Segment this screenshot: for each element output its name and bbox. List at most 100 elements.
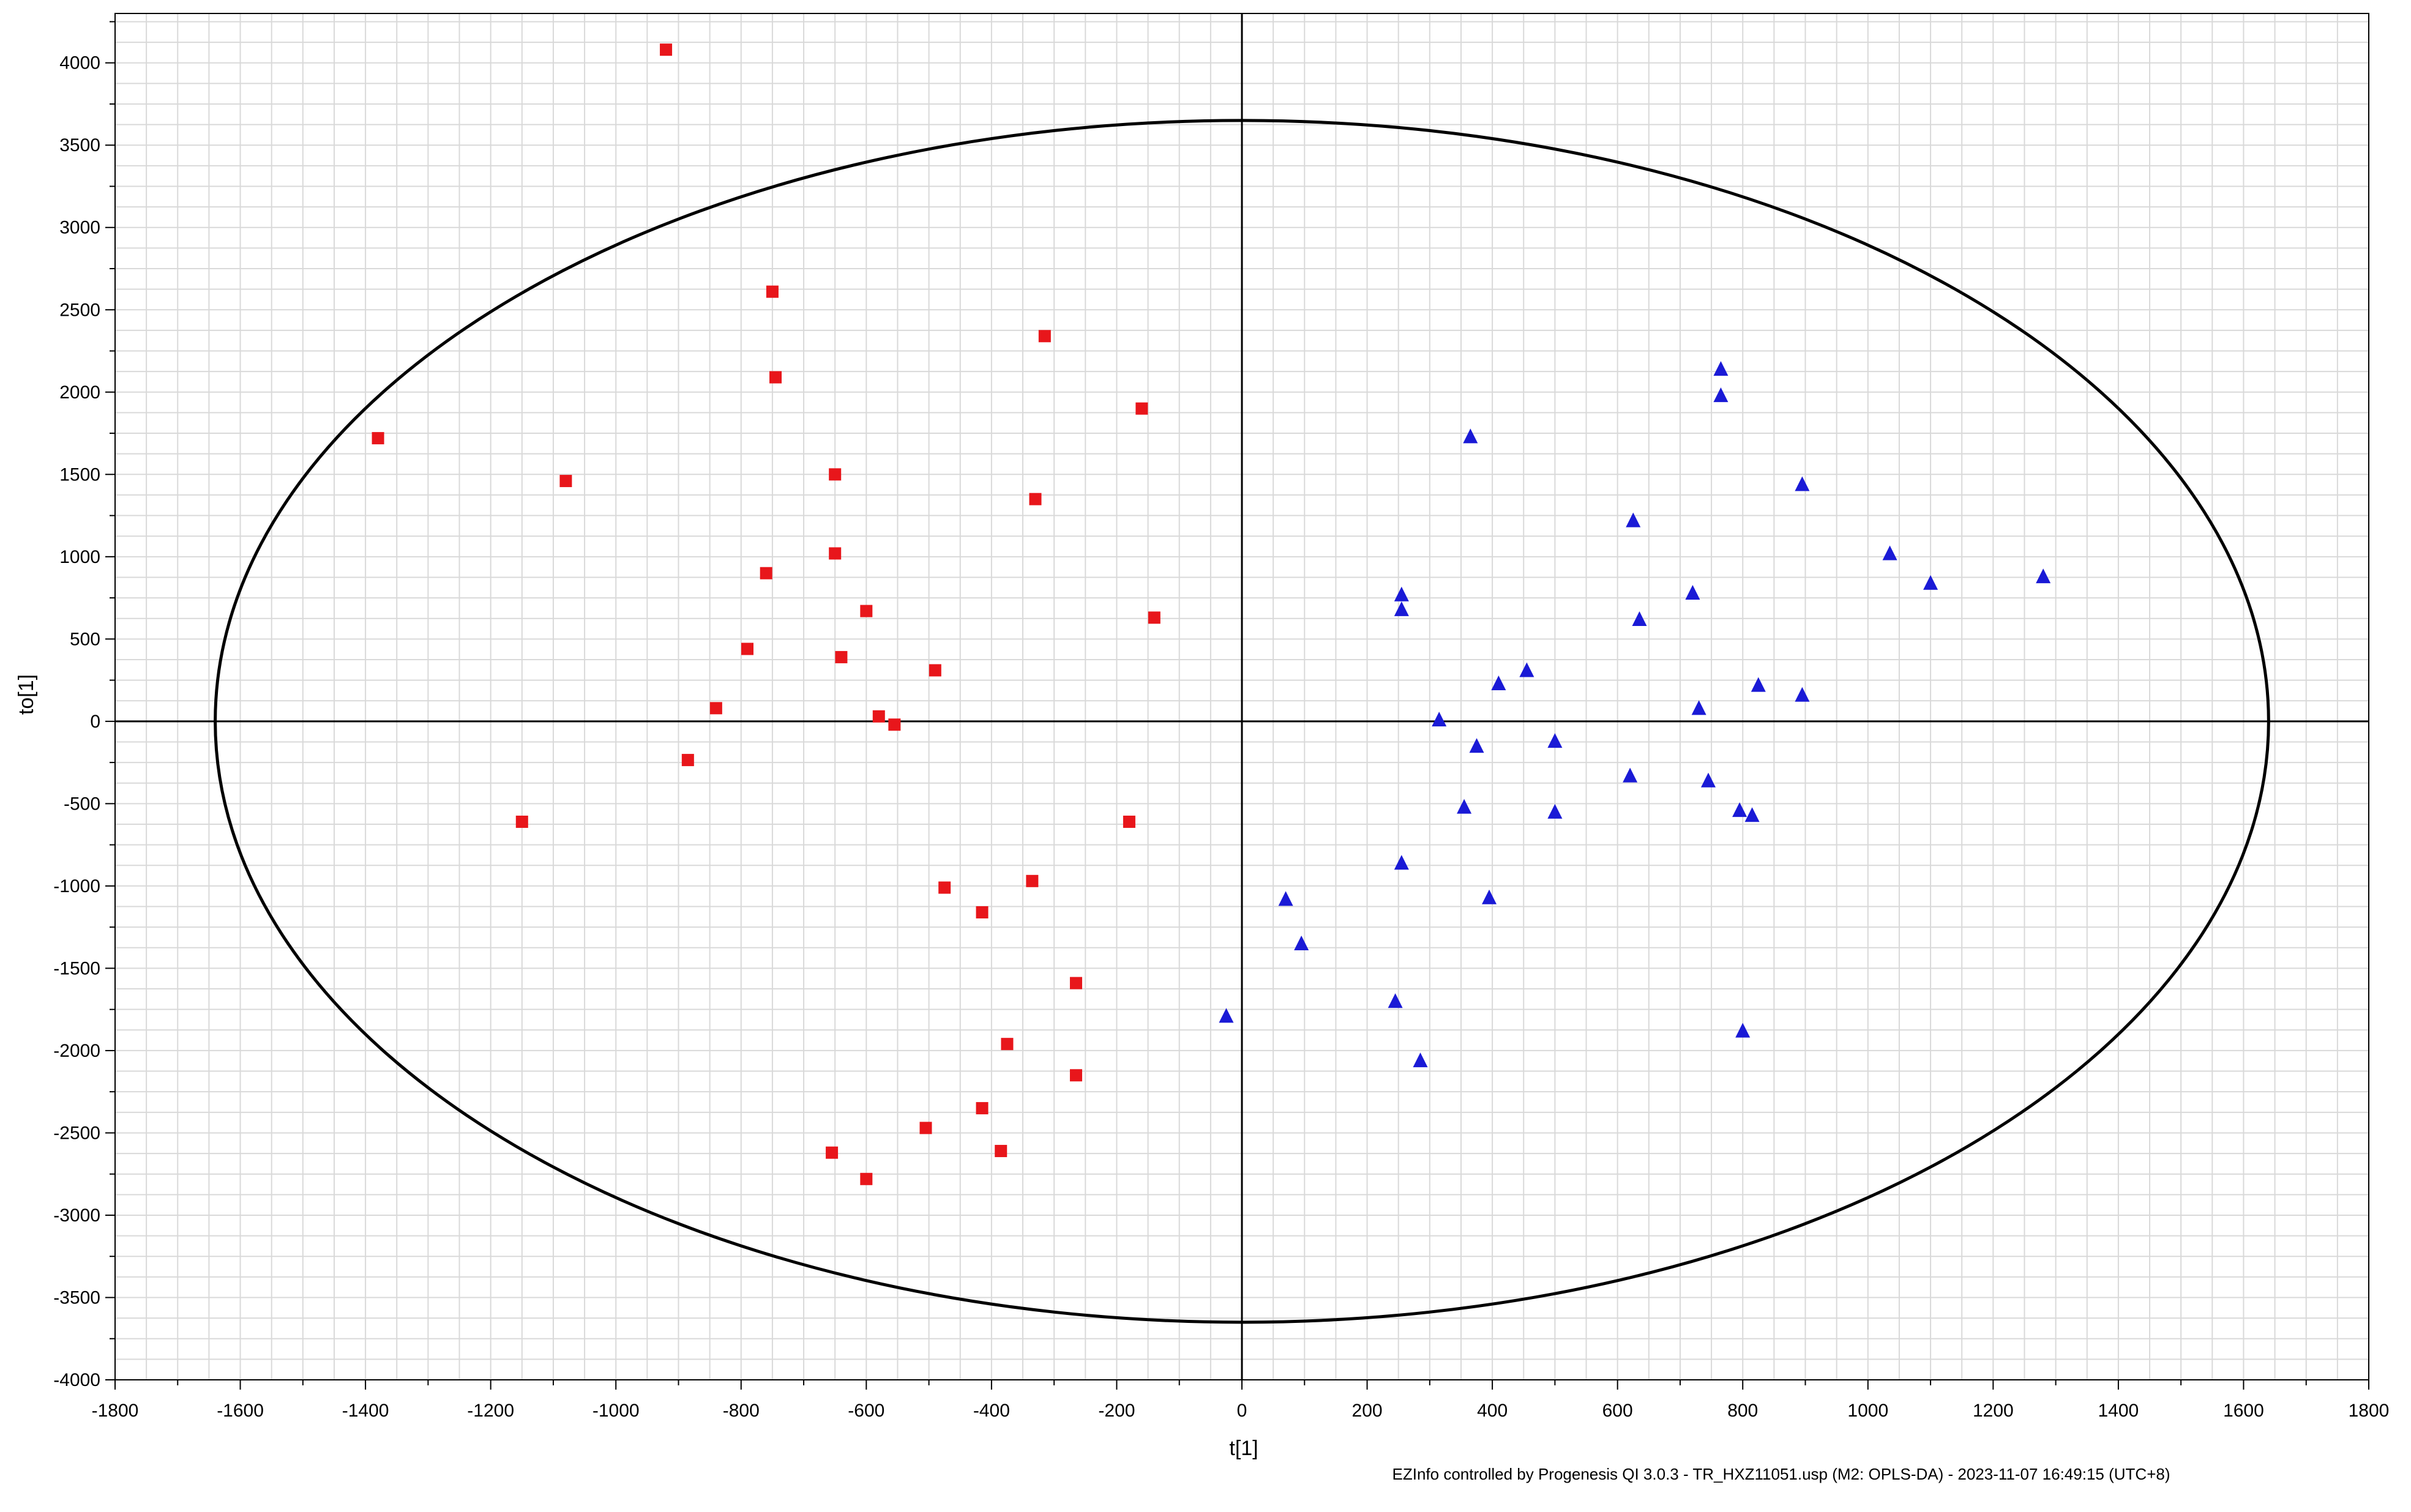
x-tick-label: -200 xyxy=(1098,1401,1135,1421)
square-point xyxy=(860,605,873,617)
x-tick-label: 200 xyxy=(1352,1401,1383,1421)
x-tick-label: 0 xyxy=(1237,1401,1247,1421)
triangle-point xyxy=(1623,767,1638,783)
triangle-point xyxy=(1491,675,1506,690)
y-tick-label: -2500 xyxy=(53,1123,100,1143)
square-point xyxy=(660,43,673,56)
square-point xyxy=(1001,1038,1014,1051)
square-point xyxy=(938,881,951,894)
y-tick-label: 2500 xyxy=(59,300,100,320)
square-point xyxy=(1069,977,1082,989)
y-tick-label: 2000 xyxy=(59,382,100,403)
y-tick-label: -500 xyxy=(64,794,100,814)
triangle-point xyxy=(1751,677,1766,692)
triangle-point xyxy=(1413,1052,1428,1068)
square-point xyxy=(829,547,842,560)
triangle-point xyxy=(1744,807,1760,822)
x-axis-title: t[1] xyxy=(1229,1437,1258,1460)
square-point xyxy=(1029,493,1042,505)
y-tick-label: -3500 xyxy=(53,1287,100,1308)
x-tick-label: 1800 xyxy=(2349,1401,2390,1421)
square-point xyxy=(995,1145,1007,1158)
square-point xyxy=(835,650,848,663)
triangle-point xyxy=(1691,700,1706,715)
triangle-point xyxy=(1394,586,1409,601)
square-point xyxy=(929,664,941,677)
triangle-point xyxy=(1795,476,1810,491)
y-axis-title: to[1] xyxy=(15,674,38,715)
triangle-point xyxy=(1735,1022,1751,1038)
square-point xyxy=(766,285,779,298)
square-point xyxy=(1069,1069,1082,1082)
triangle-point xyxy=(1632,611,1647,627)
y-tick-label: -4000 xyxy=(53,1370,100,1390)
triangle-point xyxy=(1700,772,1716,788)
square-point xyxy=(1135,402,1148,415)
triangle-point xyxy=(1294,936,1309,951)
square-point xyxy=(1123,815,1135,828)
x-tick-label: -800 xyxy=(723,1401,760,1421)
x-tick-label: 1000 xyxy=(1847,1401,1888,1421)
footer-text: EZInfo controlled by Progenesis QI 3.0.3… xyxy=(1392,1465,2170,1483)
square-point xyxy=(872,710,885,723)
triangle-point xyxy=(1481,889,1497,904)
y-tick-label: -2000 xyxy=(53,1041,100,1061)
y-tick-label: 0 xyxy=(90,712,100,732)
y-tick-label: -3000 xyxy=(53,1205,100,1226)
square-point xyxy=(888,718,901,731)
triangle-point xyxy=(1278,891,1293,906)
x-tick-label: 600 xyxy=(1602,1401,1633,1421)
points-layer xyxy=(372,43,2051,1185)
triangle-point xyxy=(1469,738,1484,753)
triangle-point xyxy=(1432,712,1447,727)
square-point xyxy=(976,1102,989,1115)
x-tick-label: -1200 xyxy=(467,1401,514,1421)
y-tick-label: -1500 xyxy=(53,958,100,978)
triangle-point xyxy=(1547,733,1563,748)
y-tick-label: 4000 xyxy=(59,53,100,73)
triangle-point xyxy=(1388,993,1403,1008)
square-point xyxy=(1026,874,1039,887)
ellipse-layer xyxy=(214,119,2270,1324)
x-tick-label: 400 xyxy=(1477,1401,1508,1421)
triangle-point xyxy=(1713,387,1729,403)
square-point xyxy=(515,815,528,828)
triangle-point xyxy=(1519,662,1534,677)
x-tick-label: -1000 xyxy=(592,1401,640,1421)
triangle-point xyxy=(1882,545,1897,560)
square-point xyxy=(919,1122,932,1134)
square-point xyxy=(860,1172,873,1185)
triangle-point xyxy=(1795,687,1810,702)
square-point xyxy=(1038,330,1051,343)
y-tick-label: 3000 xyxy=(59,218,100,238)
triangle-point xyxy=(1547,803,1563,819)
square-point xyxy=(709,702,722,715)
triangle-point xyxy=(1463,428,1478,444)
x-tick-label: -400 xyxy=(973,1401,1010,1421)
triangle-point xyxy=(1732,802,1748,817)
y-tick-label: 1500 xyxy=(59,464,100,485)
y-tick-label: -1000 xyxy=(53,876,100,896)
x-tick-label: -1800 xyxy=(92,1401,139,1421)
square-point xyxy=(741,642,754,655)
square-point xyxy=(1148,611,1161,624)
x-tick-label: -1400 xyxy=(342,1401,389,1421)
x-tick-label: 1600 xyxy=(2223,1401,2264,1421)
confidence-ellipse xyxy=(214,119,2270,1324)
x-tick-label: -1600 xyxy=(217,1401,264,1421)
square-point xyxy=(559,475,572,488)
y-tick-label: 500 xyxy=(70,629,100,649)
triangle-point xyxy=(2036,568,2051,584)
x-tick-label: 800 xyxy=(1727,1401,1758,1421)
triangle-point xyxy=(1394,855,1409,870)
triangle-point xyxy=(1219,1008,1234,1023)
square-point xyxy=(760,567,772,579)
triangle-point xyxy=(1457,799,1472,814)
square-point xyxy=(372,432,384,445)
y-tick-label: 1000 xyxy=(59,547,100,567)
triangle-point xyxy=(1923,575,1938,590)
square-point xyxy=(826,1146,839,1159)
triangle-point xyxy=(1626,512,1641,527)
